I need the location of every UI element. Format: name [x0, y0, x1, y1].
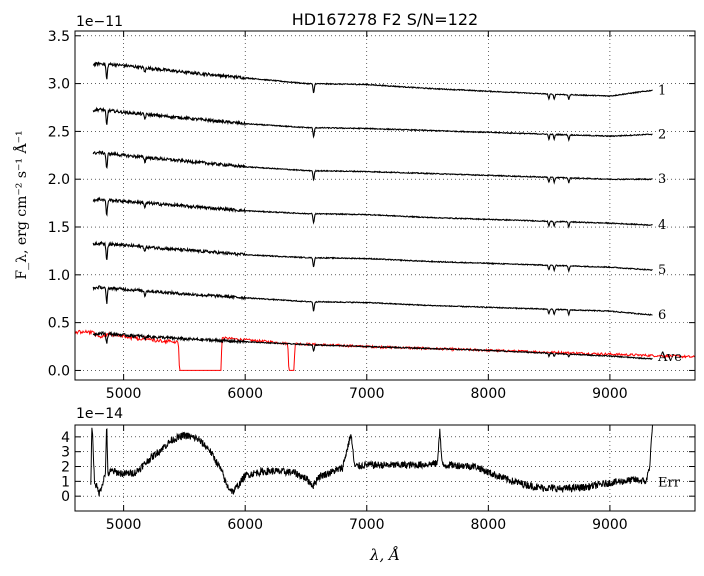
x-tick-label: 5000 [106, 386, 142, 402]
error-axes-frame [74, 424, 696, 512]
spectrum-line-6 [92, 285, 653, 317]
spectrum-line-1 [92, 61, 653, 101]
y-tick-label: 3.0 [48, 77, 70, 93]
y-tick-label: 1 [61, 474, 70, 490]
flux-axis-ticks: 5000 6000 7000 8000 9000 0.0 0.5 1.0 1.5 2.0 2.5 3.… [48, 29, 695, 402]
series-label-6: 6 [658, 308, 666, 323]
x-tick-label: 8000 [471, 517, 507, 533]
x-tick-label: 8000 [471, 386, 507, 402]
y-tick-label: 2.0 [48, 172, 70, 188]
y-tick-label: 2 [61, 460, 70, 476]
y-tick-label: 2.5 [48, 124, 70, 140]
x-tick-label: 5000 [106, 517, 142, 533]
error-line [90, 424, 653, 497]
y-tick-label: 1.0 [48, 268, 70, 284]
x-tick-label: 7000 [349, 517, 385, 533]
spectrum-line-4 [92, 196, 653, 229]
chart-title: HD167278 F2 S/N=122 [292, 10, 478, 29]
series-label-ave: Ave [657, 350, 682, 365]
spectrum-line-2 [92, 106, 653, 142]
error-plot-area: Err [90, 424, 681, 497]
series-label-5: 5 [658, 263, 666, 278]
y-tick-label: 0 [61, 489, 70, 505]
flux-axes-frame [74, 30, 696, 381]
flux-y-axis-label: F_λ, erg cm⁻² s⁻¹ Å⁻¹ [12, 130, 30, 279]
flux-offset-label: 1e−11 [76, 14, 123, 30]
series-label-err: Err [658, 475, 681, 490]
y-tick-label: 3.5 [48, 29, 70, 45]
y-tick-label: 0.0 [48, 363, 70, 379]
y-tick-label: 1.5 [48, 220, 70, 236]
y-tick-label: 4 [61, 430, 70, 446]
x-tick-label: 6000 [227, 517, 263, 533]
flux-plot-area: 1 2 3 4 5 6 Ave [74, 61, 696, 371]
x-tick-label: 9000 [592, 517, 628, 533]
spectrum-line-5 [92, 240, 653, 273]
x-tick-label: 7000 [349, 386, 385, 402]
series-label-4: 4 [658, 218, 666, 233]
series-label-3: 3 [658, 172, 666, 187]
y-tick-label: 0.5 [48, 316, 70, 332]
x-axis-label: λ, Å [369, 546, 400, 564]
series-label-1: 1 [658, 83, 666, 98]
spectrum-line-3 [92, 150, 653, 185]
spectrum-line-ave [92, 330, 653, 360]
error-grid [75, 425, 695, 511]
x-tick-label: 6000 [227, 386, 263, 402]
y-tick-label: 3 [61, 445, 70, 461]
series-label-2: 2 [658, 127, 666, 142]
x-tick-label: 9000 [592, 386, 628, 402]
error-offset-label: 1e−14 [76, 406, 123, 422]
